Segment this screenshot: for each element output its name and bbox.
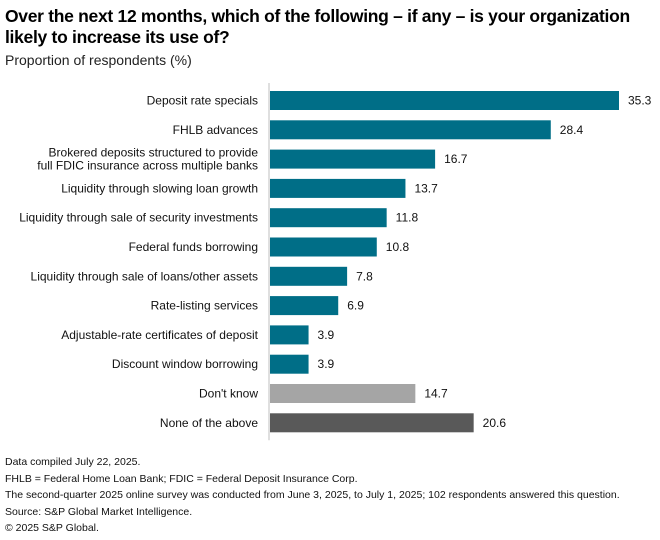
category-label-6: Liquidity through sale of loans/other as…	[31, 269, 258, 283]
category-label-3: Liquidity through slowing loan growth	[61, 181, 258, 195]
bar-7	[270, 296, 339, 316]
value-label-10: 14.7	[424, 387, 448, 401]
value-label-9: 3.9	[318, 357, 335, 371]
category-label-10: Don't know	[199, 387, 258, 401]
value-labels-group: 35.3 28.4 16.7 13.7 11.8 10.8 7.8 6.9 3.9 3.9 14.7…	[318, 94, 652, 430]
value-label-3: 13.7	[414, 181, 438, 195]
value-label-0: 35.3	[628, 94, 652, 108]
category-label-11: None of the above	[160, 416, 258, 430]
chart-title: Over the next 12 months, which of the fo…	[5, 6, 630, 47]
value-label-4: 11.8	[396, 211, 419, 225]
bar-1	[270, 120, 551, 140]
bar-10	[270, 384, 416, 403]
value-label-2: 16.7	[444, 152, 468, 166]
category-label-0: Deposit rate specials	[147, 94, 258, 108]
bar-2	[270, 149, 436, 169]
value-label-8: 3.9	[318, 328, 335, 342]
chart-subtitle: Proportion of respondents (%)	[5, 52, 192, 68]
footer-notes: Data compiled July 22, 2025. FHLB = Fede…	[5, 454, 620, 537]
bar-3	[270, 178, 406, 198]
category-label-7: Rate-listing services	[151, 299, 258, 313]
value-label-7: 6.9	[347, 299, 364, 313]
bars-group	[270, 91, 619, 433]
category-label-2: Brokered deposits structured to provide f…	[37, 146, 258, 173]
value-label-6: 7.8	[356, 269, 373, 283]
category-label-9: Discount window borrowing	[112, 357, 258, 371]
bar-4	[270, 208, 387, 228]
footer-source: Source: S&P Global Market Intelligence.	[5, 505, 193, 518]
category-label-1: FHLB advances	[173, 123, 258, 137]
bar-6	[270, 266, 348, 286]
value-label-1: 28.4	[560, 123, 584, 137]
bar-0	[270, 91, 619, 110]
bar-9	[270, 354, 309, 374]
bar-chart: Deposit rate specials FHLB advances Broker…	[19, 83, 652, 441]
category-label-4: Liquidity through sale of security inves…	[19, 211, 258, 225]
footer-abbreviations: FHLB = Federal Home Loan Bank; FDIC = Fe…	[5, 472, 358, 485]
footer-data-compiled: Data compiled July 22, 2025.	[5, 456, 141, 468]
footer-survey-note: The second-quarter 2025 online survey wa…	[5, 489, 620, 501]
footer-copyright: © 2025 S&P Global.	[5, 522, 99, 534]
category-labels-group: Deposit rate specials FHLB advances Broker…	[19, 94, 258, 430]
bar-5	[270, 237, 377, 257]
value-label-11: 20.6	[483, 416, 507, 430]
category-label-8: Adjustable-rate certificates of deposit	[61, 328, 258, 342]
category-label-5: Federal funds borrowing	[129, 240, 258, 254]
value-label-5: 10.8	[386, 240, 410, 254]
bar-11	[270, 413, 474, 433]
bar-8	[270, 325, 309, 345]
